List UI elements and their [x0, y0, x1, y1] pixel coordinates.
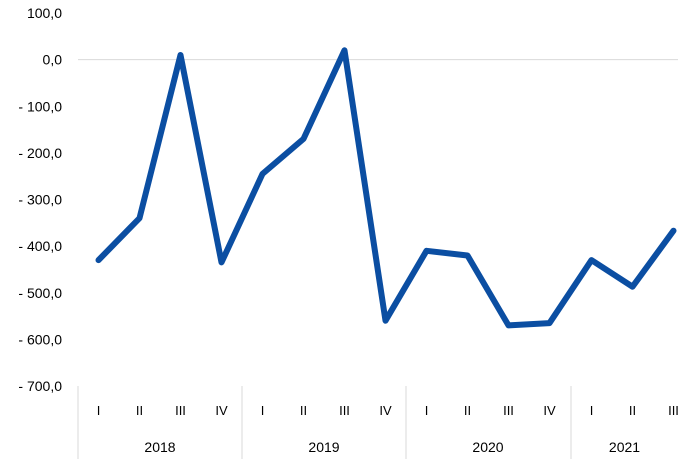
y-tick-label: - 300,0	[18, 192, 62, 208]
y-tick-label: - 200,0	[18, 145, 62, 161]
data-point	[589, 257, 595, 263]
x-tick-label: IV	[215, 403, 228, 418]
year-label: 2020	[472, 439, 503, 455]
x-tick-label: I	[261, 403, 265, 418]
x-tick-label: III	[175, 403, 186, 418]
data-point	[260, 171, 266, 177]
data-point	[301, 136, 307, 142]
x-tick-label: I	[590, 403, 594, 418]
data-point	[137, 215, 143, 221]
data-point	[506, 322, 512, 328]
data-point	[383, 318, 389, 324]
plot-area	[78, 47, 678, 329]
x-tick-label: II	[300, 403, 307, 418]
data-point	[465, 252, 471, 258]
x-tick-label: II	[629, 403, 636, 418]
x-tick-label: III	[503, 403, 514, 418]
x-tick-label: IV	[543, 403, 556, 418]
y-tick-label: - 400,0	[18, 238, 62, 254]
y-tick-label: 100,0	[27, 5, 62, 21]
y-tick-label: - 100,0	[18, 98, 62, 114]
year-label: 2021	[609, 439, 640, 455]
x-tick-label: IV	[379, 403, 392, 418]
x-tick-label: I	[425, 403, 429, 418]
data-point	[96, 257, 102, 263]
data-point	[342, 47, 348, 53]
data-point	[671, 228, 677, 234]
y-tick-label: 0,0	[43, 52, 63, 68]
series-line	[95, 47, 677, 329]
y-tick-label: - 600,0	[18, 331, 62, 347]
data-point	[178, 52, 184, 58]
x-tick-label: III	[339, 403, 350, 418]
x-tick-label: III	[668, 403, 679, 418]
x-tick-label: II	[136, 403, 143, 418]
data-point	[424, 248, 430, 254]
data-point	[547, 320, 553, 326]
year-label: 2018	[144, 439, 175, 455]
year-label: 2019	[308, 439, 339, 455]
x-tick-label: I	[97, 403, 101, 418]
y-tick-label: - 500,0	[18, 285, 62, 301]
data-point	[630, 284, 636, 290]
data-point	[219, 259, 225, 265]
y-axis: 100,0 0,0 - 100,0 - 200,0 - 300,0 - 400,0 - 50…	[18, 5, 62, 394]
y-tick-label: - 700,0	[18, 378, 62, 394]
x-tick-label: II	[464, 403, 471, 418]
